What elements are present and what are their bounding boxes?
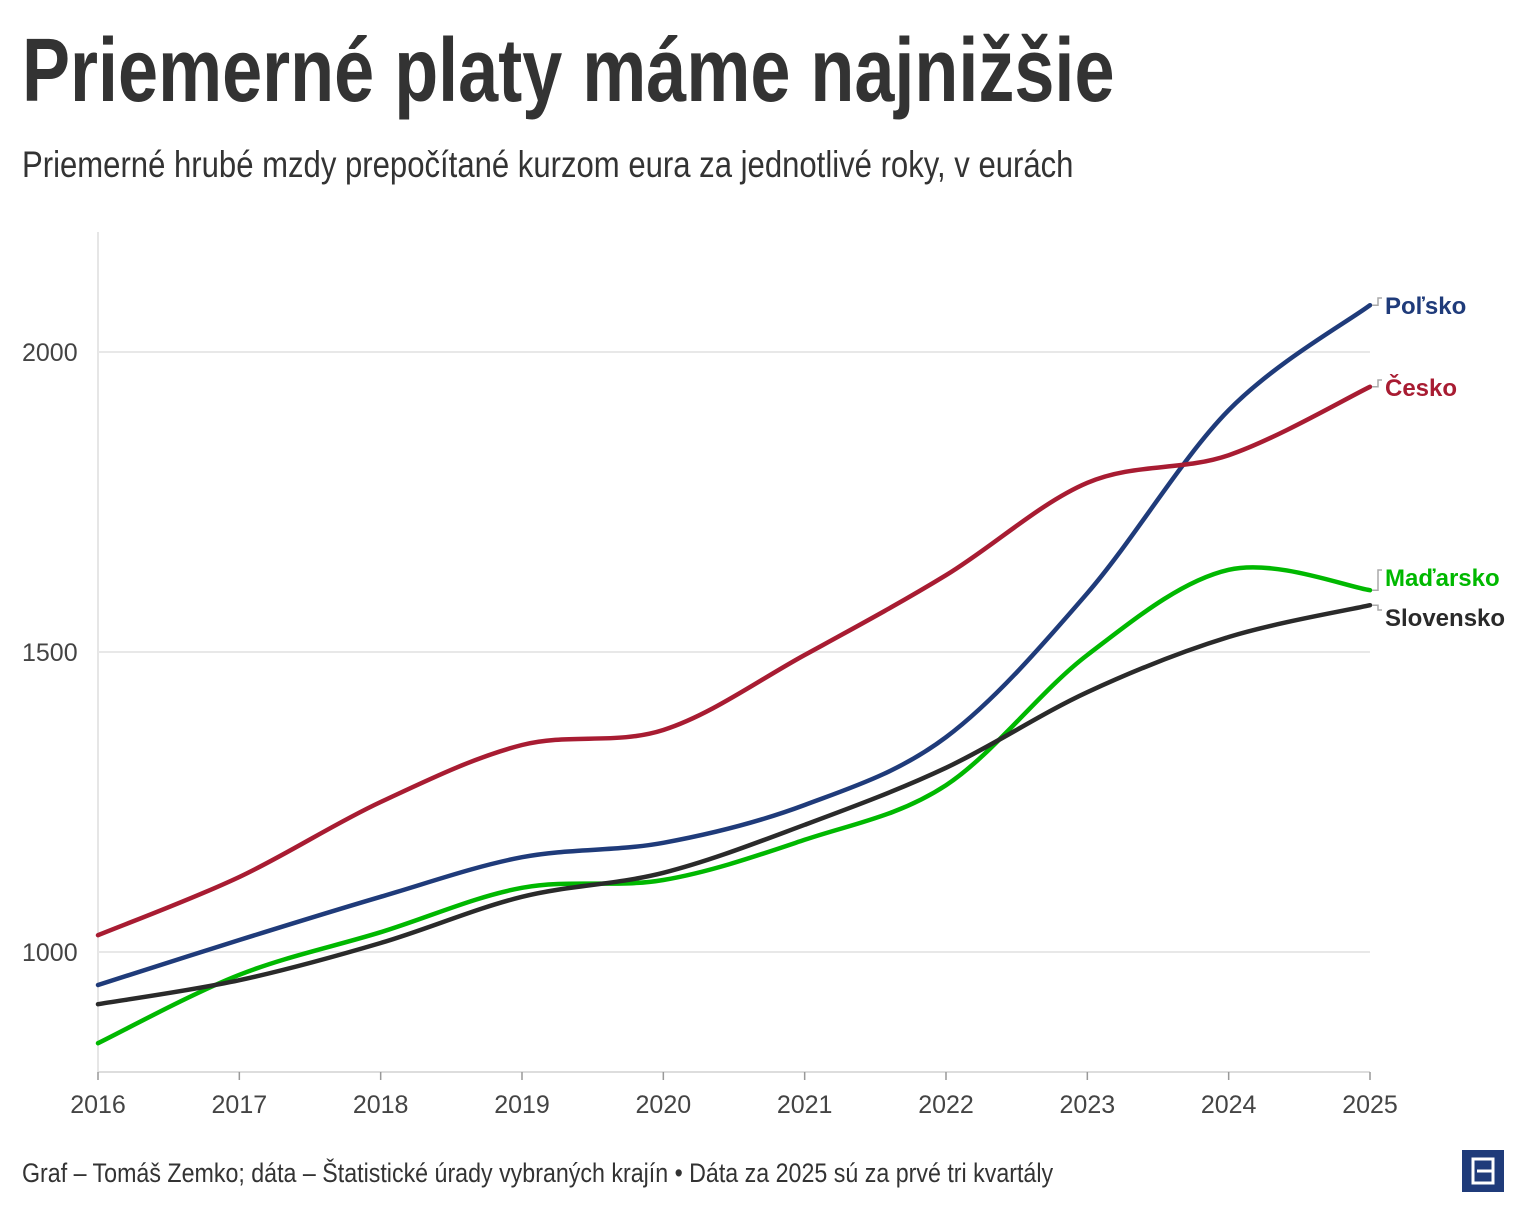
series-line-3 bbox=[95, 602, 1373, 1007]
publisher-logo bbox=[1462, 1150, 1504, 1192]
x-tick-label: 2019 bbox=[494, 1091, 550, 1119]
label-connector bbox=[1372, 297, 1382, 306]
y-tick-label: 2000 bbox=[22, 339, 78, 367]
x-tick-label: 2020 bbox=[636, 1091, 692, 1119]
logo-icon bbox=[1471, 1157, 1495, 1185]
y-tick-label: 1500 bbox=[22, 639, 78, 667]
y-tick-label: 1000 bbox=[22, 939, 78, 967]
series-label: Maďarsko bbox=[1385, 565, 1500, 592]
source-footer: Graf – Tomáš Zemko; dáta – Štatistické ú… bbox=[22, 1158, 1054, 1188]
label-connector bbox=[1372, 604, 1382, 611]
series-line-2 bbox=[95, 565, 1373, 1046]
series-label: Česko bbox=[1385, 374, 1457, 402]
x-tick-label: 2021 bbox=[777, 1091, 833, 1119]
x-tick-label: 2023 bbox=[1060, 1091, 1116, 1119]
x-tick-label: 2018 bbox=[353, 1091, 409, 1119]
series-label: Slovensko bbox=[1385, 605, 1505, 632]
x-tick-label: 2025 bbox=[1342, 1091, 1398, 1119]
label-connector bbox=[1372, 569, 1382, 591]
x-tick-label: 2022 bbox=[918, 1091, 974, 1119]
x-tick-label: 2017 bbox=[212, 1091, 268, 1119]
x-tick-label: 2016 bbox=[70, 1091, 126, 1119]
x-tick-label: 2024 bbox=[1201, 1091, 1257, 1119]
chart-title: Priemerné platy máme najnižšie bbox=[22, 21, 1115, 121]
series-line-1 bbox=[95, 384, 1373, 938]
series-line-0 bbox=[95, 302, 1373, 988]
label-connector bbox=[1372, 379, 1382, 388]
series-label: Poľsko bbox=[1385, 293, 1466, 320]
chart-subtitle: Priemerné hrubé mzdy prepočítané kurzom … bbox=[22, 144, 1074, 185]
